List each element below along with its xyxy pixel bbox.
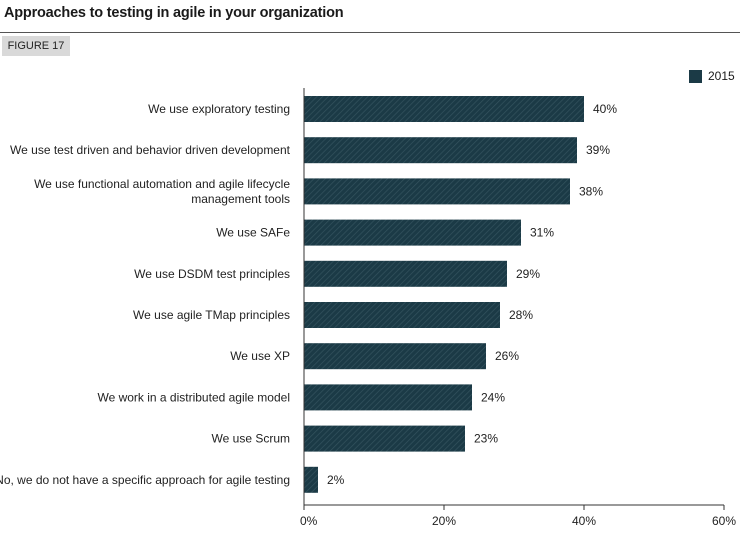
bar-4 [304, 219, 521, 246]
bar-value-label: 38% [579, 184, 603, 198]
bar-1 [304, 96, 584, 122]
figure-label: FIGURE 17 [2, 36, 70, 56]
category-label: We use SAFe [216, 226, 290, 240]
x-tick-label: 0% [300, 514, 318, 528]
title-divider [0, 32, 740, 33]
category-label: We use test driven and behavior driven d… [10, 143, 291, 157]
bar-value-label: 24% [481, 390, 505, 404]
category-label: We use DSDM test principles [134, 267, 290, 281]
x-tick-label: 60% [712, 514, 736, 528]
category-label: We use exploratory testing [148, 102, 290, 116]
bar-value-label: 31% [530, 226, 554, 240]
bar-value-label: 23% [474, 432, 498, 446]
bar-value-label: 29% [516, 267, 540, 281]
chart-title: Approaches to testing in agile in your o… [4, 5, 344, 21]
bar-value-label: 28% [509, 308, 533, 322]
bar-7 [304, 343, 486, 370]
x-tick-label: 40% [572, 514, 596, 528]
category-label: We use Scrum [212, 432, 290, 446]
bar-9 [304, 425, 465, 452]
bar-6 [304, 302, 500, 328]
category-label: No, we do not have a specific approach f… [0, 473, 290, 487]
bar-value-label: 39% [586, 143, 610, 157]
legend-entry: 2015 [708, 69, 735, 83]
bar-8 [304, 384, 472, 411]
category-label: We use XP [230, 349, 290, 363]
x-tick-label: 20% [432, 514, 456, 528]
bar-3 [304, 178, 570, 205]
bar-10 [304, 466, 318, 493]
bar-value-label: 2% [327, 473, 345, 487]
bar-value-label: 26% [495, 349, 519, 363]
legend-swatch [689, 70, 702, 83]
category-label: We use functional automation and agile l… [34, 177, 290, 206]
category-label: We use agile TMap principles [133, 308, 290, 322]
bar-2 [304, 137, 577, 164]
bar-value-label: 40% [593, 102, 617, 116]
category-label: We work in a distributed agile model [97, 390, 290, 404]
bar-5 [304, 260, 507, 287]
